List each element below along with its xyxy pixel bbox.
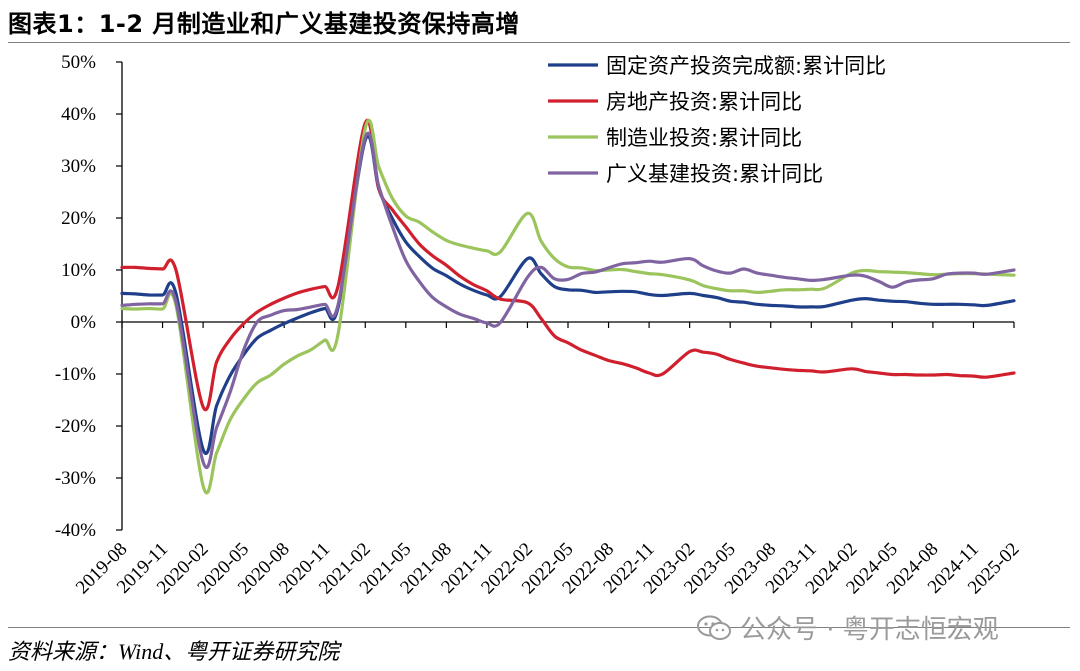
y-tick-label: -40%	[55, 520, 96, 541]
line-chart: -40%-30%-20%-10%0%10%20%30%40%50% 2019-0…	[55, 52, 1024, 598]
y-axis: -40% -30% -20% -10% 0% 10% 20% 30% 40% 50%	[55, 52, 123, 541]
legend-label: 房地产投资:累计同比	[606, 90, 802, 114]
source-note: 资料来源：Wind、粤开证券研究院	[8, 639, 340, 664]
y-tick-label: -20%	[55, 416, 96, 437]
chart-legend: 固定资产投资完成额:累计同比房地产投资:累计同比制造业投资:累计同比广义基建投资…	[548, 54, 886, 186]
watermark-text: 公众号 · 粤开志恒宏观	[740, 615, 999, 645]
legend-label: 制造业投资:累计同比	[606, 126, 802, 150]
y-tick-label: 40%	[61, 104, 96, 125]
y-tick-label: 20%	[61, 208, 96, 229]
y-tick-label: -10%	[55, 364, 96, 385]
legend-label: 广义基建投资:累计同比	[606, 162, 823, 186]
watermark: 公众号 · 粤开志恒宏观	[696, 609, 999, 646]
series-manufacturing-investment	[120, 118, 1016, 495]
wechat-icon	[697, 615, 731, 640]
series-infrastructure-investment	[120, 131, 1016, 469]
title-divider	[8, 42, 1070, 43]
series-fixed-asset-investment	[120, 134, 1016, 455]
y-tick-label: -30%	[55, 468, 96, 489]
legend-label: 固定资产投资完成额:累计同比	[606, 54, 886, 78]
series-layer	[120, 118, 1016, 495]
series-real-estate-investment	[120, 118, 1016, 412]
y-tick-label: 30%	[61, 156, 96, 177]
y-tick-label: 0%	[71, 312, 97, 333]
y-tick-label: 10%	[61, 260, 96, 281]
chart-title: 图表1：1-2 月制造业和广义基建投资保持高增	[8, 10, 520, 38]
footer-divider	[8, 627, 1070, 628]
y-tick-label: 50%	[61, 52, 96, 73]
